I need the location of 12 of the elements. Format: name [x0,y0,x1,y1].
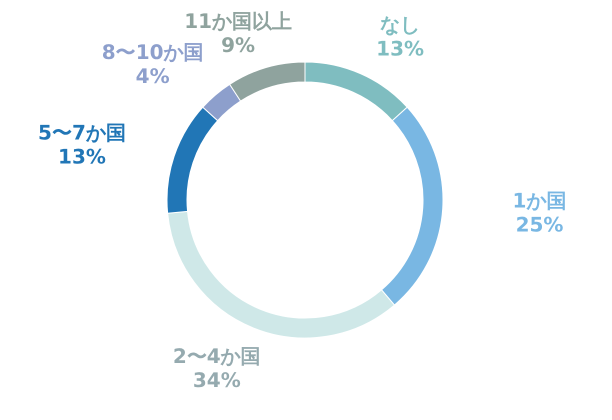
slice-label: 1か国 [512,188,566,213]
data-label: 13% [376,36,424,60]
data-label: 4% [136,64,170,88]
slice-label: なし [380,12,420,36]
slice-label: 5〜7か国 [38,120,126,144]
data-label: 25% [516,212,564,237]
slice-label: 11か国以上 [184,9,292,33]
data-label: 9% [221,33,256,57]
slice-label: 2〜4か国 [172,344,261,368]
data-label: 13% [58,144,106,168]
data-label: 34% [192,368,241,392]
slice-label: 8〜10か国 [102,40,204,64]
